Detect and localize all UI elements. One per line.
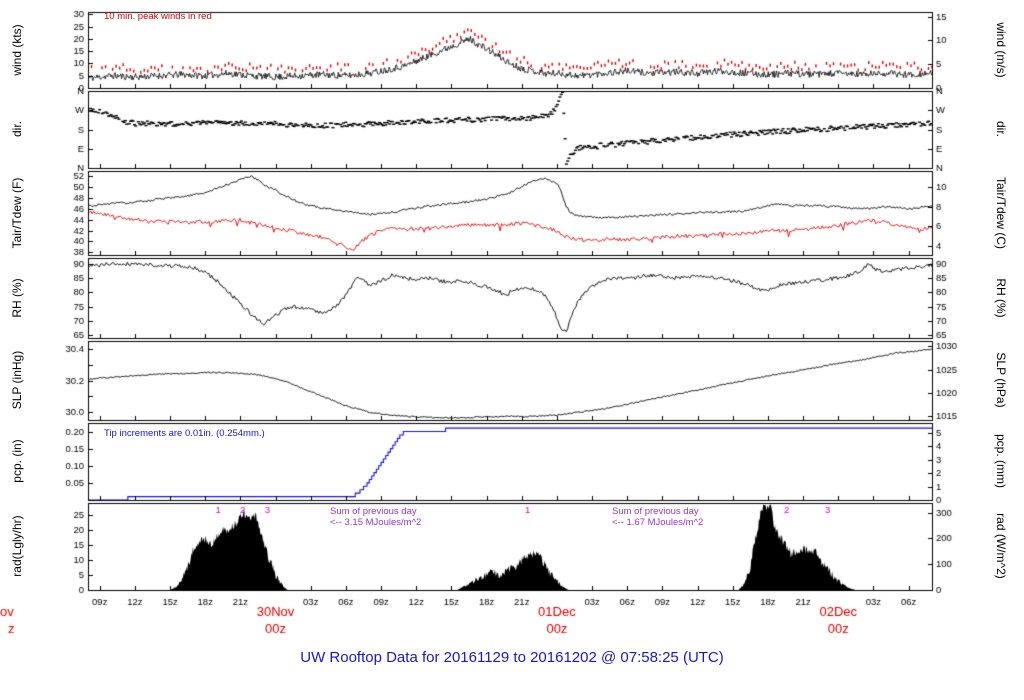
figure-title: UW Rooftop Data for 20161129 to 20161202… [300,649,724,666]
